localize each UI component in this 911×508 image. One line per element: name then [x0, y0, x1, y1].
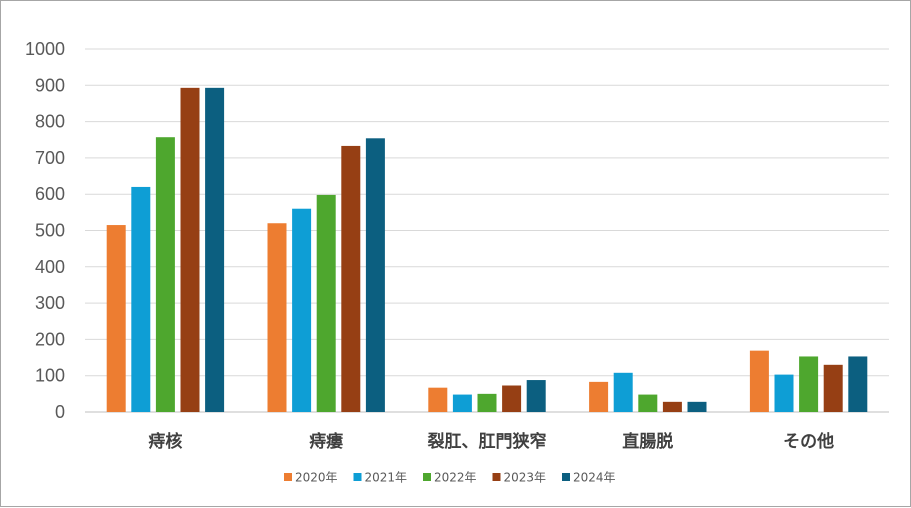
bar — [613, 372, 633, 412]
legend-label: 2022年 — [434, 471, 477, 485]
legend-label: 2023年 — [504, 471, 547, 485]
bar — [823, 364, 843, 412]
bar — [131, 186, 151, 412]
x-category-label: その他 — [783, 431, 834, 452]
bar — [589, 381, 609, 412]
legend-swatch — [284, 473, 292, 481]
bar — [341, 145, 361, 412]
bar — [292, 208, 312, 412]
y-tick-label: 500 — [35, 221, 65, 241]
x-axis-categories: 痔核 痔瘻 裂肛、肛門狭窄 直腸脱 その他 — [148, 431, 834, 452]
bar — [662, 401, 682, 412]
bar — [502, 385, 522, 412]
bar — [749, 350, 769, 412]
y-tick-label: 0 — [55, 402, 65, 422]
y-tick-label: 1000 — [25, 39, 65, 59]
y-tick-label: 700 — [35, 148, 65, 168]
y-tick-label: 900 — [35, 75, 65, 95]
bar — [365, 138, 385, 412]
bar — [205, 87, 225, 412]
bar — [267, 223, 287, 412]
y-tick-label: 400 — [35, 257, 65, 277]
bar — [799, 356, 819, 412]
bar — [848, 356, 868, 412]
legend-swatch — [423, 473, 431, 481]
y-tick-label: 300 — [35, 293, 65, 313]
legend: 2020年 2021年 2022年 2023年 2024年 — [284, 471, 616, 485]
bar — [477, 393, 497, 412]
bar — [316, 194, 336, 412]
x-category-label: 裂肛、肛門狭窄 — [427, 431, 547, 452]
y-tick-label: 200 — [35, 329, 65, 349]
y-tick-label: 800 — [35, 112, 65, 132]
bar — [155, 137, 175, 413]
bars — [106, 87, 868, 413]
legend-swatch — [353, 473, 362, 481]
legend-label: 2021年 — [365, 471, 408, 485]
bar — [687, 401, 707, 412]
x-category-label: 直腸脱 — [622, 431, 673, 452]
bar — [180, 87, 200, 412]
bar — [638, 394, 658, 412]
x-category-label: 痔核 — [148, 431, 182, 452]
legend-swatch — [562, 473, 570, 481]
x-category-label: 痔瘻 — [309, 431, 343, 452]
legend-label: 2020年 — [295, 471, 338, 485]
y-tick-label: 100 — [35, 366, 65, 386]
bar — [106, 225, 126, 412]
bar — [452, 394, 472, 412]
bar — [526, 380, 546, 412]
legend-label: 2024年 — [573, 471, 616, 485]
legend-swatch — [492, 473, 501, 481]
y-axis-ticks: 0 100 200 300 400 500 600 700 800 900 1000 — [25, 39, 65, 422]
bar — [428, 387, 448, 412]
y-tick-label: 600 — [35, 184, 65, 204]
bar — [774, 374, 794, 412]
